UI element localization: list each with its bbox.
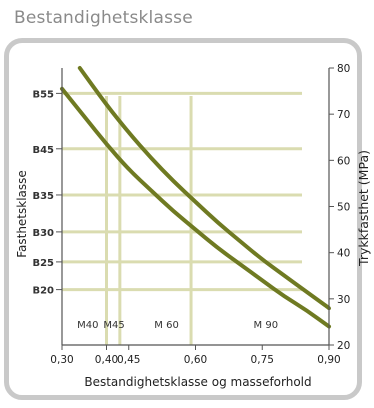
exposure-class-label: M45 (103, 320, 124, 331)
axis-layer (61, 68, 330, 346)
y-tick-label: 30 (337, 294, 350, 306)
exposure-class-label: M40 (77, 320, 98, 331)
y-tick-label: 20 (337, 340, 350, 352)
y-tick-label: 80 (337, 63, 350, 75)
y-tick-label: 50 (337, 202, 350, 214)
x-tick-label: 0,40 (95, 354, 118, 366)
strength-class-label: B55 (32, 89, 54, 100)
strength-class-label: B45 (32, 145, 54, 156)
grid-layer (56, 91, 302, 345)
strength-class-label: B30 (32, 228, 54, 239)
strength-class-label: B35 (32, 191, 54, 202)
y-axis-right-title: Trykkfasthet (MPa) (356, 150, 371, 267)
curve-layer (60, 66, 331, 329)
x-tick-label: 0,45 (117, 354, 140, 366)
x-tick-label: 0,90 (317, 354, 340, 366)
strength-curve-2 (77, 66, 331, 311)
exposure-class-label: M 90 (254, 320, 279, 331)
x-tick-label: 0,60 (184, 354, 207, 366)
page-title: Bestandighetsklasse (14, 8, 193, 28)
y-axis-left-title: Fasthetsklasse (15, 170, 29, 258)
y-tick-label: 40 (337, 248, 350, 260)
x-axis-title: Bestandighetsklasse og masseforhold (84, 375, 311, 389)
label-layer: B55 B45 B35 B30 B25 B20 M40 M45 M 60 M 90 0,30 0,40… (32, 63, 350, 366)
strength-class-label: B20 (32, 286, 54, 297)
exposure-class-label: M 60 (154, 320, 179, 331)
y-tick-label: 60 (337, 155, 350, 167)
strength-class-label: B25 (32, 258, 54, 269)
x-tick-label: 0,30 (50, 354, 73, 366)
y-tick-label: 70 (337, 109, 350, 121)
strength-curve-1 (60, 86, 331, 329)
x-tick-label: 0,75 (251, 354, 274, 366)
